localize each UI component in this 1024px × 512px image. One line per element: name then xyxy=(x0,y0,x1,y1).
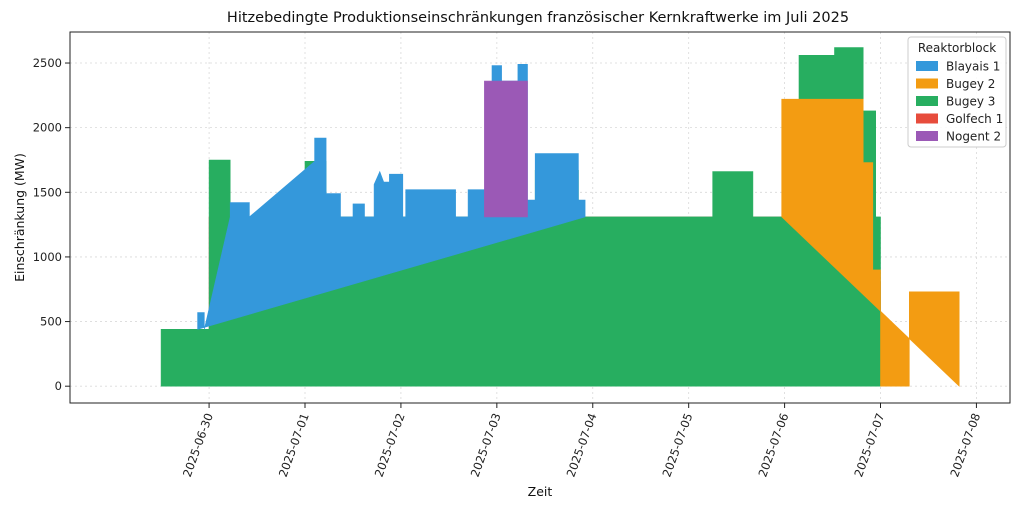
x-tick-label: 2025-07-07 xyxy=(851,411,887,479)
legend-title: Reaktorblock xyxy=(918,41,996,55)
plot-frame xyxy=(69,31,1011,404)
series-layer xyxy=(160,47,960,387)
legend-label: Blayais 1 xyxy=(946,60,1000,74)
x-tick-label: 2025-06-30 xyxy=(180,411,216,479)
x-tick-label: 2025-07-04 xyxy=(564,411,600,479)
x-tick-label: 2025-07-03 xyxy=(468,411,504,479)
x-tick-label: 2025-07-06 xyxy=(755,411,791,479)
legend-label: Bugey 3 xyxy=(946,95,995,109)
x-tick-label: 2025-07-08 xyxy=(947,411,983,479)
y-axis: 0 500 1000 1500 2000 2500 xyxy=(33,56,70,393)
legend-label: Golfech 1 xyxy=(946,112,1003,126)
legend-swatch xyxy=(916,131,938,141)
legend-label: Nogent 2 xyxy=(946,130,1001,144)
series-area-bugey-2 xyxy=(781,98,960,387)
x-axis-title: Zeit xyxy=(528,484,553,499)
y-tick-label: 500 xyxy=(40,315,62,329)
chart-title: Hitzebedingte Produktionseinschränkungen… xyxy=(227,10,849,26)
x-tick-label: 2025-07-05 xyxy=(659,411,695,479)
series-area-bugey-3 xyxy=(160,47,881,387)
legend-label: Bugey 2 xyxy=(946,77,995,91)
legend-swatch xyxy=(916,61,938,71)
legend-swatch xyxy=(916,96,938,106)
legend-swatch xyxy=(916,78,938,89)
y-tick-label: 0 xyxy=(55,379,62,393)
x-tick-label: 2025-07-01 xyxy=(276,411,312,479)
y-axis-title: Einschränkung (MW) xyxy=(12,153,27,282)
series-area-nogent-2 xyxy=(484,80,528,218)
y-tick-label: 2500 xyxy=(33,56,62,70)
series-area-blayais-1 xyxy=(197,64,586,330)
legend-swatch xyxy=(916,113,938,124)
legend: Reaktorblock Blayais 1 Bugey 2 Bugey 3 Golf… xyxy=(907,36,1007,148)
y-tick-label: 1000 xyxy=(33,250,62,264)
x-tick-label: 2025-07-02 xyxy=(372,411,408,479)
x-axis: 2025-06-30 2025-07-01 2025-07-02 2025-07-03… xyxy=(180,403,983,479)
y-tick-label: 1500 xyxy=(33,185,62,199)
y-tick-label: 2000 xyxy=(33,121,62,135)
